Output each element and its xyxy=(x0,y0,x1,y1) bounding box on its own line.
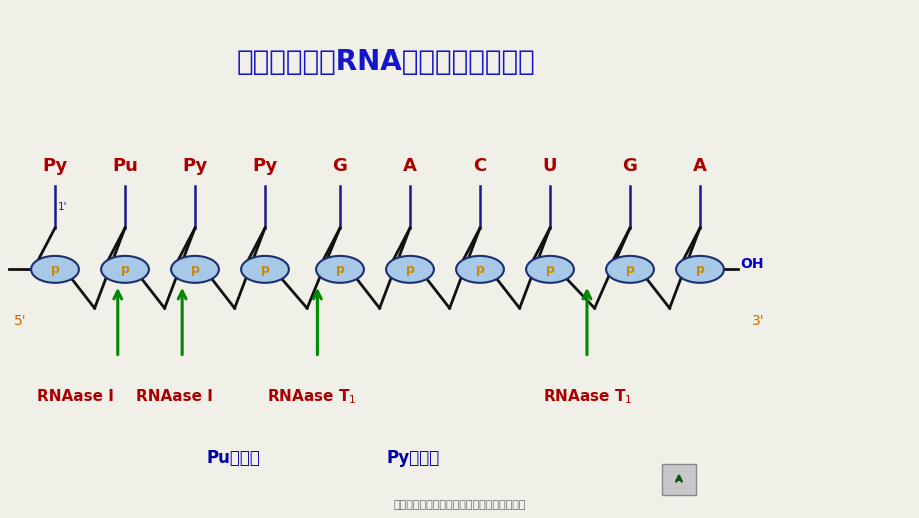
FancyBboxPatch shape xyxy=(662,464,695,495)
Circle shape xyxy=(101,256,149,283)
Text: Pu：嘌呤: Pu：嘌呤 xyxy=(207,450,261,467)
Text: Py: Py xyxy=(42,157,68,175)
Text: G: G xyxy=(622,157,637,175)
Text: 内切核酸酶对RNA的水解位点示意图: 内切核酸酶对RNA的水解位点示意图 xyxy=(237,48,535,76)
Text: A: A xyxy=(692,157,706,175)
Circle shape xyxy=(31,256,79,283)
Text: p: p xyxy=(625,263,634,276)
Text: p: p xyxy=(120,263,130,276)
Text: Py: Py xyxy=(182,157,208,175)
Text: C: C xyxy=(473,157,486,175)
Text: p: p xyxy=(475,263,484,276)
Text: 1': 1' xyxy=(58,202,67,212)
Text: A: A xyxy=(403,157,416,175)
Text: Py: Py xyxy=(252,157,278,175)
Circle shape xyxy=(316,256,364,283)
Text: p: p xyxy=(335,263,344,276)
Circle shape xyxy=(606,256,653,283)
Text: RNAase T$_1$: RNAase T$_1$ xyxy=(267,387,356,406)
Circle shape xyxy=(456,256,504,283)
Text: Pu: Pu xyxy=(112,157,138,175)
Text: 5': 5' xyxy=(14,314,27,328)
Text: p: p xyxy=(695,263,704,276)
Text: p: p xyxy=(260,263,269,276)
Text: U: U xyxy=(542,157,557,175)
Circle shape xyxy=(386,256,434,283)
Circle shape xyxy=(675,256,723,283)
Text: RNAase I: RNAase I xyxy=(37,389,114,404)
Circle shape xyxy=(171,256,219,283)
Text: RNAase I: RNAase I xyxy=(136,389,213,404)
Text: OH: OH xyxy=(739,257,763,271)
Text: RNAase T$_1$: RNAase T$_1$ xyxy=(542,387,631,406)
Text: p: p xyxy=(190,263,199,276)
Text: Py：嘧啶: Py：嘧啶 xyxy=(386,450,439,467)
Text: p: p xyxy=(51,263,60,276)
Circle shape xyxy=(526,256,573,283)
Text: G: G xyxy=(332,157,347,175)
Text: p: p xyxy=(545,263,554,276)
Text: p: p xyxy=(405,263,414,276)
Text: 3': 3' xyxy=(751,314,764,328)
Circle shape xyxy=(241,256,289,283)
Text: 生物化学合工大核酸的酶促降解和核苷酸代谢: 生物化学合工大核酸的酶促降解和核苷酸代谢 xyxy=(393,500,526,510)
